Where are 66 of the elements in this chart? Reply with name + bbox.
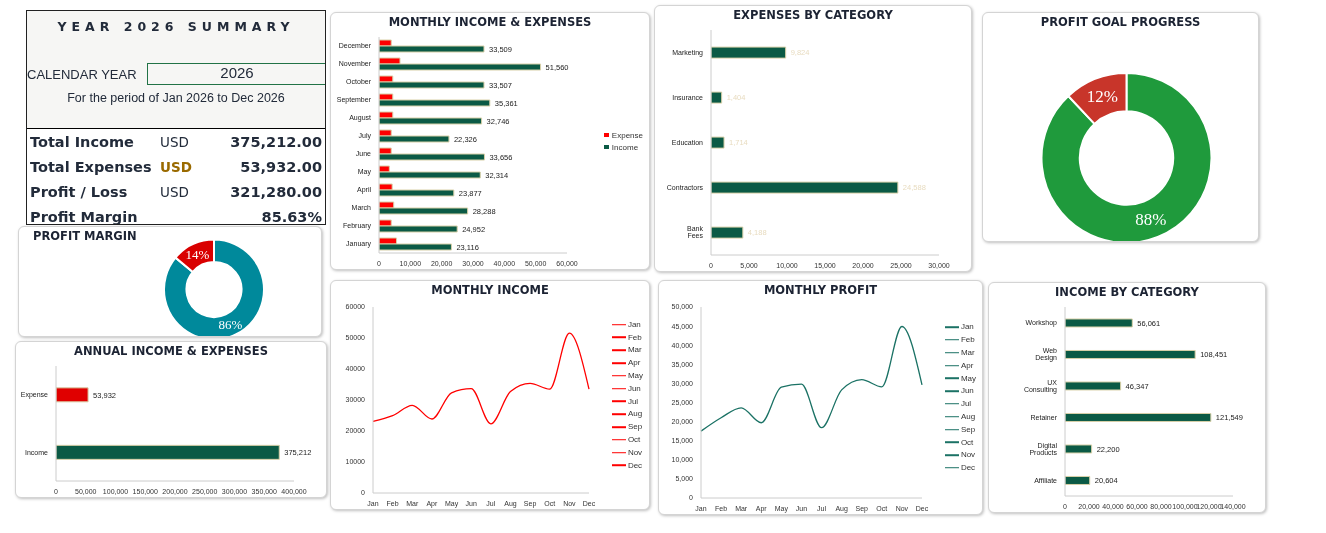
text: USD: [160, 133, 190, 150]
bar: [711, 181, 899, 194]
category-label: Oct: [627, 435, 641, 445]
chart-title: PROFIT GOAL PROGRESS: [1039, 15, 1202, 29]
category-label: Apr: [627, 358, 641, 368]
category-label: Jan: [627, 320, 641, 330]
bar: [711, 46, 787, 59]
bar: [1065, 475, 1091, 485]
category-label: Mar: [960, 348, 975, 358]
text: 375,212.00: [229, 133, 322, 150]
data-label: 86%: [218, 317, 243, 333]
category-label: Aug: [960, 412, 976, 422]
bar: [711, 136, 725, 149]
bar: [711, 91, 723, 104]
category-label: May: [627, 371, 643, 381]
text: USD: [160, 158, 193, 175]
legend-label: Income: [611, 142, 639, 152]
category-label: Oct: [960, 437, 974, 447]
chart-title: MONTHLY INCOME & EXPENSES: [387, 15, 593, 29]
text: Profit Margin: [30, 208, 139, 225]
category-label: Nov: [960, 450, 976, 460]
category-label: Jul: [960, 399, 972, 409]
category-label: Feb: [960, 335, 975, 345]
category-label: Sep: [960, 424, 976, 434]
line-series: [372, 332, 590, 425]
category-label: Jun: [627, 384, 641, 394]
category-label: May: [960, 373, 976, 383]
text: 53,932.00: [239, 158, 322, 175]
data-label: 88%: [1135, 209, 1167, 229]
bar: [1065, 444, 1093, 454]
category-label: Mar: [627, 345, 642, 355]
text: USD: [160, 183, 190, 200]
bar: [1065, 381, 1122, 391]
data-label: 14%: [185, 246, 210, 262]
category-label: Jul: [627, 396, 639, 406]
chart-title: MONTHLY INCOME: [430, 283, 550, 297]
category-label: Dec: [627, 460, 643, 470]
text: Total Income: [30, 133, 135, 150]
chart-title: INCOME BY CATEGORY: [1054, 285, 1200, 299]
category-label: Jan: [960, 322, 974, 332]
text: For the period of Jan 2026 to Dec 2026: [66, 91, 286, 105]
category-label: Sep: [627, 422, 643, 432]
chart-title: MONTHLY PROFIT: [762, 283, 879, 297]
chart-title: EXPENSES BY CATEGORY: [732, 8, 894, 22]
category-label: Aug: [627, 409, 643, 419]
category-label: Nov: [627, 448, 643, 458]
category-label: Apr: [960, 361, 974, 370]
category-label: Feb: [627, 332, 642, 342]
data-label: 12%: [1086, 87, 1118, 107]
text: 321,280.00: [229, 183, 322, 200]
text: Profit / Loss: [30, 183, 129, 200]
category-label: Dec: [960, 463, 976, 473]
category-label: Jun: [960, 386, 974, 396]
line-series: [700, 325, 923, 432]
text: Total Expenses: [30, 158, 153, 175]
chart-title: ANNUAL INCOME & EXPENSES: [73, 344, 269, 358]
chart-title: PROFIT MARGIN: [33, 229, 137, 243]
text: YEAR 2026 SUMMARY: [56, 19, 296, 34]
bar: [1065, 349, 1196, 359]
bar: [1065, 412, 1212, 422]
legend-label: Expense: [611, 130, 643, 140]
bar: [711, 226, 744, 239]
bar: [1065, 318, 1133, 328]
text: 85.63%: [260, 208, 322, 225]
text: CALENDAR YEAR: [27, 67, 138, 82]
text: 2026: [147, 63, 327, 85]
